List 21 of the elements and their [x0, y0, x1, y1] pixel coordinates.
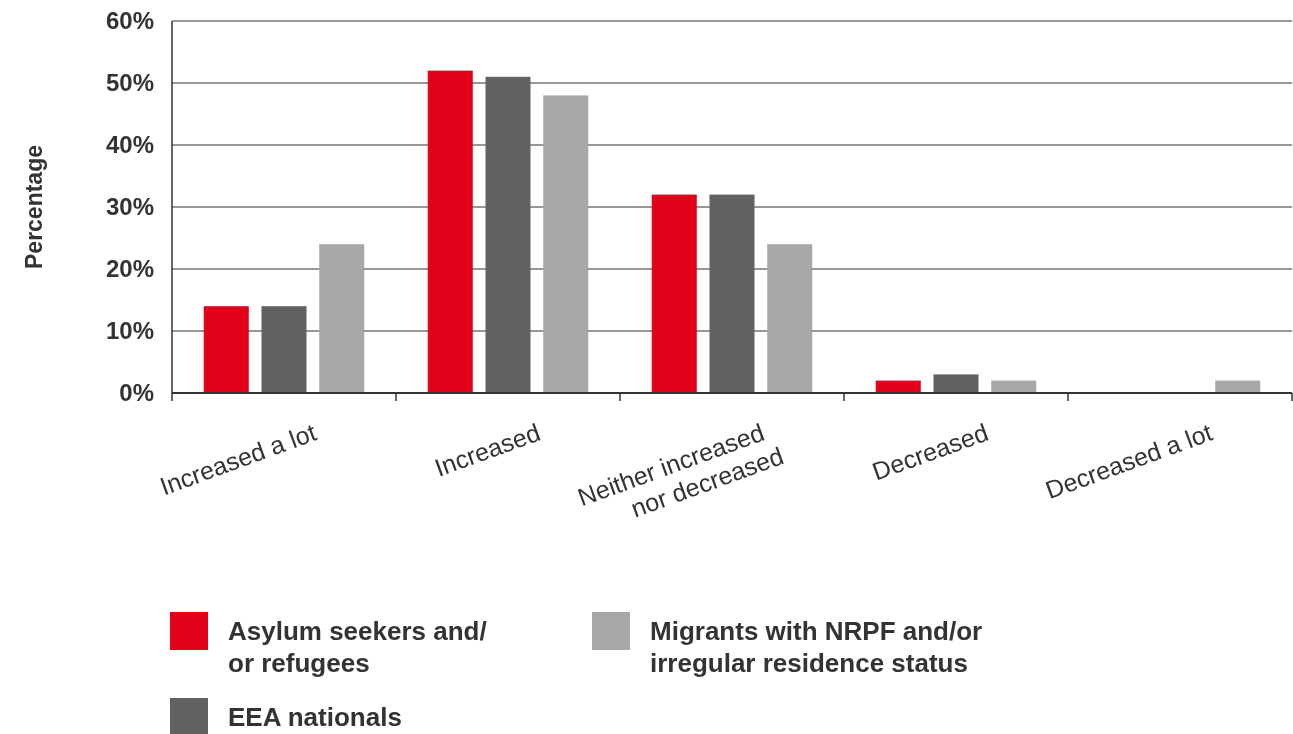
bar [651, 194, 697, 393]
legend-label: Asylum seekers and/ or refugees [228, 615, 487, 678]
bar [427, 70, 473, 393]
bar [933, 374, 979, 393]
bar [203, 306, 249, 393]
bar [261, 306, 307, 393]
y-tick-label: 40% [105, 131, 154, 159]
bar [767, 244, 813, 393]
bar [485, 76, 531, 393]
y-tick-label: 0% [119, 379, 154, 407]
y-tick-label: 30% [105, 193, 154, 221]
y-tick-label: 50% [105, 69, 154, 97]
y-tick-label: 10% [105, 317, 154, 345]
y-tick-label: 60% [105, 7, 154, 35]
y-axis-title: Percentage [21, 144, 47, 270]
y-tick-label: 20% [105, 255, 154, 283]
legend-label: Migrants with NRPF and/or irregular residence status [650, 615, 983, 678]
bar [709, 194, 755, 393]
bar [319, 244, 365, 393]
bar [543, 95, 589, 393]
legend-label: EEA nationals [228, 701, 402, 732]
